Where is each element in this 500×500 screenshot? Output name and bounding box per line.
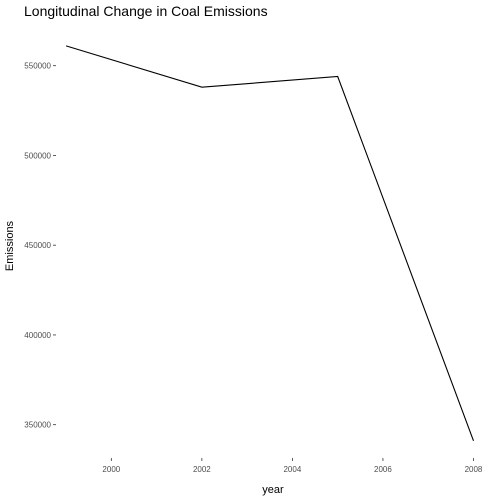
- x-tick-label: 2000: [102, 465, 120, 474]
- y-tick-label: 400000: [24, 331, 51, 340]
- x-axis: 2000 2002 2004 2006 2008: [102, 458, 483, 474]
- y-axis-title: Emissions: [4, 220, 16, 271]
- x-tick-label: 2002: [193, 465, 211, 474]
- x-tick-label: 2004: [283, 465, 301, 474]
- x-axis-title: year: [262, 484, 284, 496]
- x-tick-label: 2008: [465, 465, 483, 474]
- series-layer: [65, 45, 475, 441]
- y-tick-label: 350000: [24, 421, 51, 430]
- y-tick-label: 450000: [24, 241, 51, 250]
- chart-title: Longitudinal Change in Coal Emissions: [24, 3, 268, 19]
- y-tick-label: 550000: [24, 62, 51, 71]
- y-tick-label: 500000: [24, 151, 51, 160]
- y-axis: 350000 400000 450000 500000 550000: [24, 62, 56, 430]
- series-line: [65, 45, 475, 441]
- x-tick-label: 2006: [374, 465, 392, 474]
